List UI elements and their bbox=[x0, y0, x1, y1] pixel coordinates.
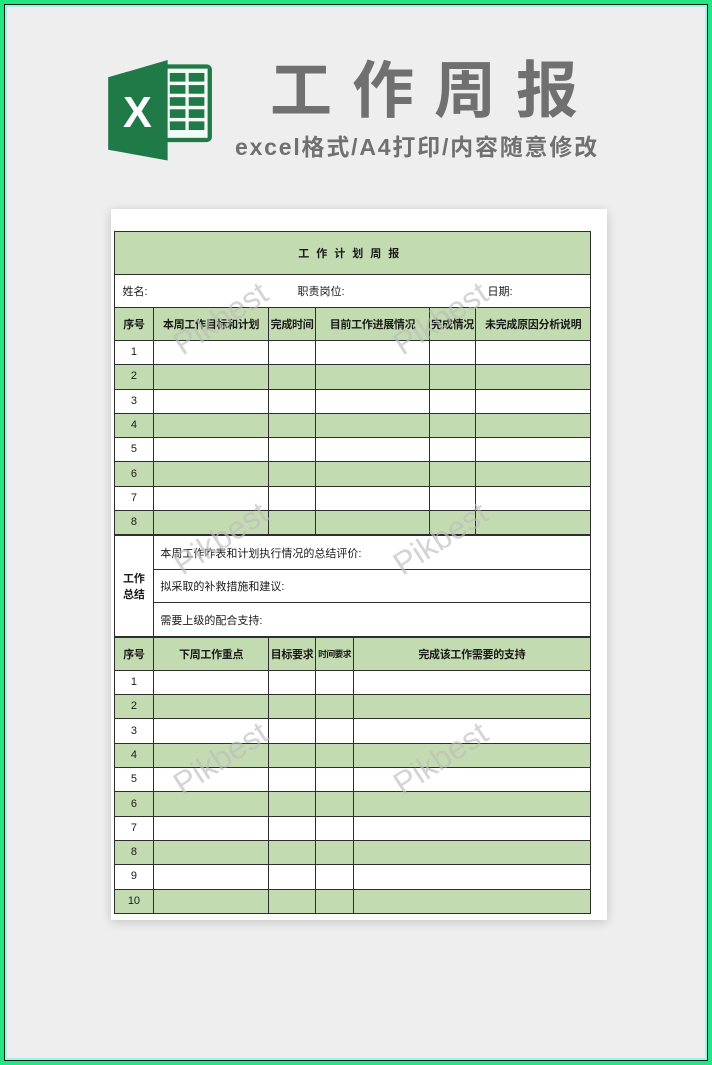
svg-text:X: X bbox=[123, 89, 152, 137]
